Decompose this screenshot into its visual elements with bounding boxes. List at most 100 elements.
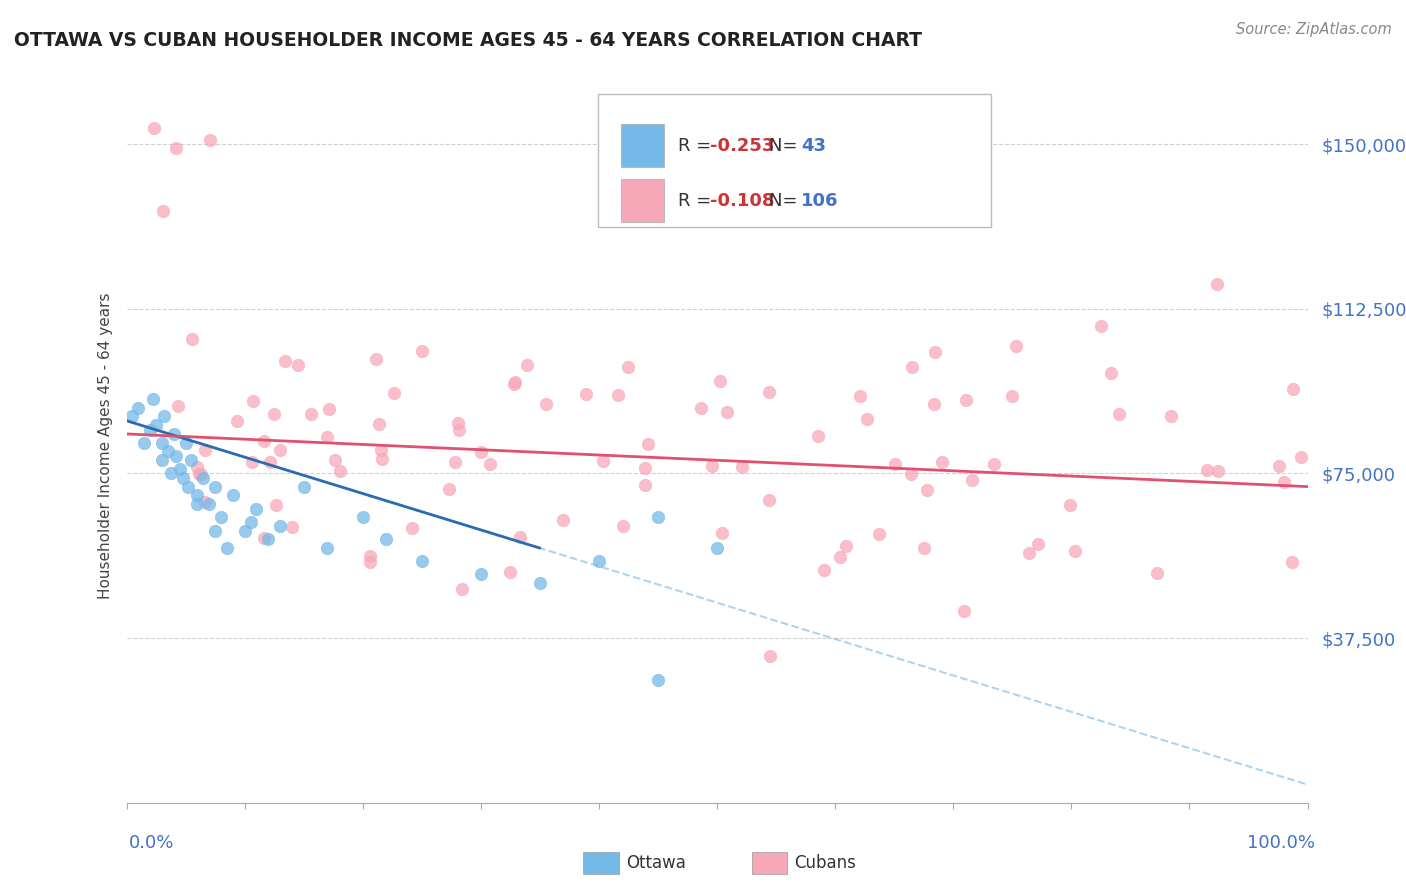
Point bbox=[612, 519, 634, 533]
Point bbox=[503, 375, 526, 389]
Point bbox=[931, 455, 953, 469]
Point bbox=[470, 567, 492, 582]
Point bbox=[368, 417, 391, 432]
Point bbox=[1018, 546, 1040, 560]
Point bbox=[924, 345, 946, 359]
Point bbox=[150, 453, 173, 467]
Point bbox=[1090, 318, 1112, 333]
Point bbox=[153, 409, 176, 424]
Point bbox=[165, 449, 187, 463]
Point bbox=[194, 442, 217, 457]
Point bbox=[444, 455, 467, 469]
Point bbox=[127, 401, 149, 415]
Point bbox=[502, 377, 524, 392]
Point bbox=[499, 565, 522, 579]
Text: Source: ZipAtlas.com: Source: ZipAtlas.com bbox=[1236, 22, 1392, 37]
Point bbox=[606, 388, 628, 402]
Point bbox=[478, 457, 501, 471]
Point bbox=[204, 480, 226, 494]
Point bbox=[447, 423, 470, 437]
Point bbox=[370, 442, 392, 457]
Point bbox=[1195, 463, 1218, 477]
Point bbox=[172, 471, 194, 485]
Point bbox=[180, 332, 202, 346]
Point bbox=[592, 454, 614, 468]
Point bbox=[215, 541, 238, 555]
Text: 43: 43 bbox=[801, 136, 827, 154]
Point bbox=[186, 488, 208, 502]
Point bbox=[1001, 389, 1024, 403]
Point bbox=[226, 414, 249, 428]
Point bbox=[240, 455, 263, 469]
Point bbox=[953, 604, 976, 618]
Point bbox=[813, 563, 835, 577]
Point bbox=[1289, 450, 1312, 465]
Point bbox=[758, 384, 780, 399]
Point bbox=[856, 412, 879, 426]
Point bbox=[316, 541, 339, 555]
Point bbox=[263, 407, 285, 421]
Point bbox=[509, 530, 531, 544]
Point bbox=[266, 498, 288, 512]
Point bbox=[281, 519, 304, 533]
Point bbox=[1206, 464, 1229, 478]
Point bbox=[145, 418, 167, 433]
Point bbox=[186, 459, 208, 474]
Point bbox=[1026, 536, 1049, 550]
Y-axis label: Householder Income Ages 45 - 64 years: Householder Income Ages 45 - 64 years bbox=[97, 293, 112, 599]
Point bbox=[352, 510, 374, 524]
Point bbox=[401, 521, 423, 535]
Point bbox=[370, 451, 392, 466]
Point bbox=[152, 203, 174, 218]
Point bbox=[141, 392, 163, 406]
Point bbox=[709, 375, 731, 389]
Point bbox=[165, 141, 187, 155]
Point bbox=[637, 436, 659, 450]
Point bbox=[634, 478, 657, 492]
Point bbox=[366, 352, 388, 367]
Text: R =: R = bbox=[678, 136, 717, 154]
Point bbox=[269, 519, 291, 533]
Point bbox=[169, 462, 191, 476]
Point bbox=[534, 397, 557, 411]
Point bbox=[900, 467, 922, 481]
Point bbox=[706, 541, 728, 555]
Text: 0.0%: 0.0% bbox=[129, 834, 174, 852]
Text: 106: 106 bbox=[801, 192, 839, 210]
Point bbox=[180, 453, 202, 467]
Point bbox=[616, 359, 638, 374]
Point bbox=[731, 459, 754, 474]
Point bbox=[960, 473, 983, 487]
Point bbox=[647, 510, 669, 524]
Point bbox=[1272, 475, 1295, 489]
Point bbox=[163, 426, 186, 441]
Point bbox=[437, 482, 460, 496]
Point bbox=[177, 480, 200, 494]
Point bbox=[758, 492, 780, 507]
Point bbox=[915, 483, 938, 497]
Point bbox=[759, 648, 782, 663]
Point bbox=[411, 554, 433, 568]
Point bbox=[150, 435, 173, 450]
Point bbox=[329, 464, 352, 478]
Point bbox=[900, 359, 922, 374]
Point bbox=[174, 435, 197, 450]
Point bbox=[287, 358, 309, 372]
Point bbox=[316, 429, 339, 443]
Point bbox=[299, 407, 322, 421]
Point bbox=[1160, 409, 1182, 424]
Point bbox=[955, 392, 977, 407]
Point bbox=[375, 533, 398, 547]
Point bbox=[134, 435, 156, 450]
Point bbox=[835, 539, 858, 553]
Point bbox=[143, 120, 166, 135]
Point bbox=[551, 513, 574, 527]
Point bbox=[1205, 277, 1227, 291]
Point bbox=[209, 510, 232, 524]
Point bbox=[1005, 339, 1028, 353]
Text: 100.0%: 100.0% bbox=[1247, 834, 1315, 852]
Point bbox=[716, 405, 738, 419]
Point bbox=[166, 400, 188, 414]
Point bbox=[529, 576, 551, 591]
Point bbox=[139, 423, 162, 437]
